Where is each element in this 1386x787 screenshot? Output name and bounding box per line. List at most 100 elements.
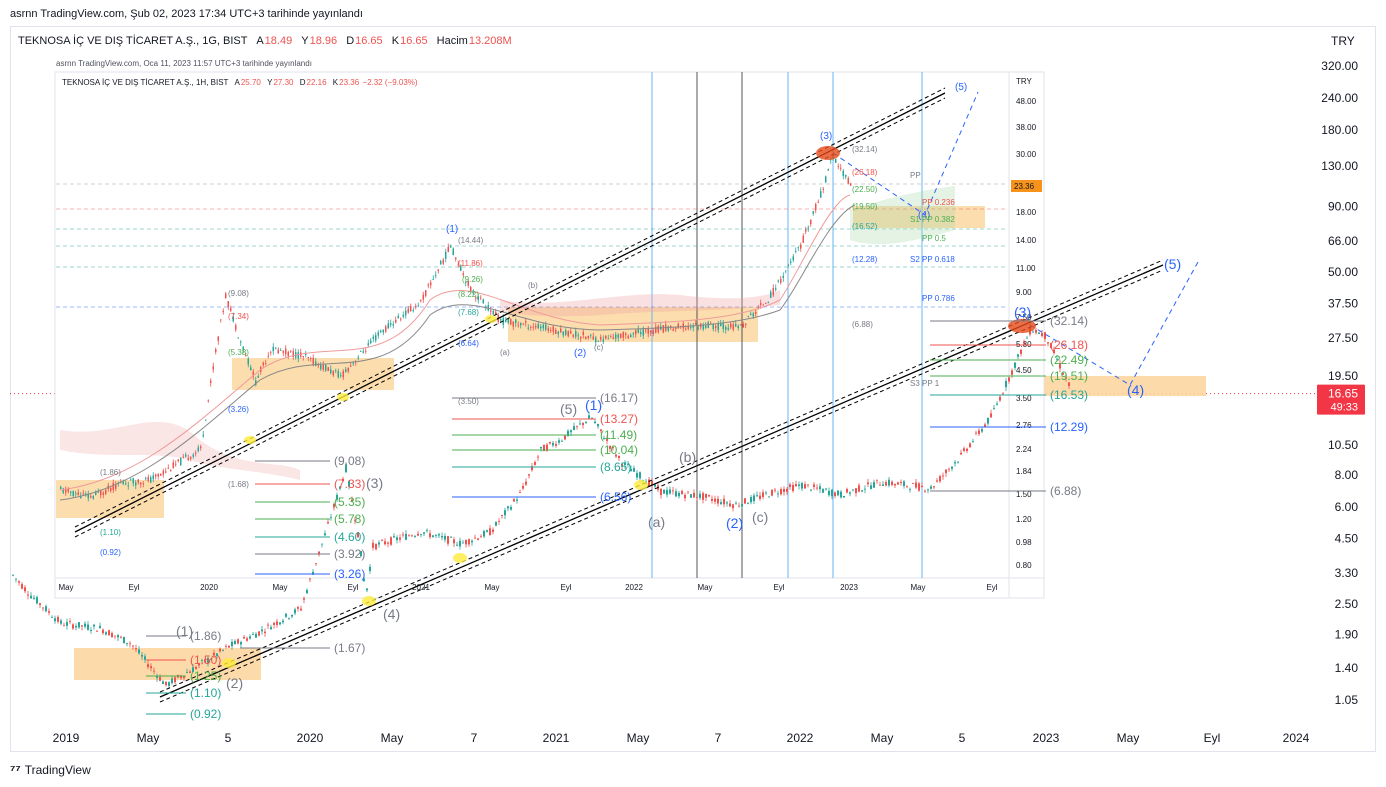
inset-time-tick: 2020: [200, 583, 218, 592]
fib-3-label: (11.49): [600, 428, 637, 442]
main-candle: [84, 623, 86, 627]
inset-candle: [760, 302, 762, 305]
main-candle: [255, 633, 257, 638]
main-candle: [288, 618, 290, 619]
inset-price-tick: 1.84: [1016, 467, 1032, 476]
main-candle: [261, 629, 263, 632]
inset-candle: [770, 291, 772, 298]
inset-candle: [365, 351, 367, 352]
inset-candle: [647, 327, 649, 334]
inset-candle: [320, 365, 322, 370]
main-candle: [789, 484, 791, 488]
main-candle: [507, 506, 509, 509]
inset-candle: [155, 474, 157, 477]
main-candle: [30, 595, 32, 599]
inset-cloud-red-2: [500, 290, 780, 317]
inset-candle: [200, 446, 202, 449]
inset-time-tick: May: [58, 583, 73, 592]
price-tick: 1.05: [1335, 693, 1359, 707]
inset-candle: [202, 434, 204, 437]
main-candle: [612, 447, 614, 448]
inset-annotation: PP: [910, 171, 921, 180]
inset-candle: [82, 493, 84, 495]
inset-candle: [345, 369, 347, 372]
inset-candle: [557, 331, 559, 335]
main-candle: [696, 497, 698, 499]
main-candle: [153, 670, 155, 672]
main-candle: [381, 539, 383, 541]
inset-annotation: (1.86): [100, 468, 121, 477]
inset-candle: [197, 447, 199, 452]
main-candle: [477, 538, 479, 540]
inset-price-tick: 2.24: [1016, 445, 1032, 454]
high-value: 18.96: [309, 35, 338, 47]
inset-price-tick: 38.00: [1016, 123, 1037, 132]
main-candle: [786, 488, 788, 492]
inset-candle: [192, 454, 194, 457]
wave-label-gray-5: (5): [560, 401, 577, 417]
price-tick: 27.50: [1328, 331, 1358, 345]
main-candle: [390, 537, 392, 545]
inset-candle: [60, 486, 62, 489]
inset-candle: [492, 310, 494, 315]
inset-candle: [72, 490, 74, 497]
inset-candle: [100, 490, 102, 496]
main-candle: [99, 625, 101, 629]
footer: ⁷⁷ TradingView: [10, 762, 91, 777]
main-candle: [102, 629, 104, 634]
main-candle: [957, 461, 959, 463]
low-value: 16.65: [355, 35, 383, 47]
inset-candle: [287, 351, 289, 357]
main-candle: [681, 490, 683, 495]
inset-candle: [465, 281, 467, 283]
main-candle: [303, 598, 305, 600]
inset-candle: [430, 282, 432, 286]
main-candle: [879, 484, 881, 486]
inset-candle: [662, 325, 664, 333]
inset-price-tick: 9.00: [1016, 288, 1032, 297]
inset-candle: [375, 335, 377, 341]
inset-candle: [622, 332, 624, 338]
inset-candle: [650, 330, 652, 333]
inset-candle: [397, 315, 399, 319]
inset-candle: [640, 331, 642, 334]
main-candle: [1044, 332, 1046, 339]
main-candle: [723, 498, 725, 505]
main-candle: [510, 507, 512, 510]
main-candle: [504, 510, 506, 516]
inset-price-tick: 3.50: [1016, 394, 1032, 403]
open-label: A: [256, 35, 264, 47]
inset-candle: [315, 361, 317, 366]
main-candle: [165, 681, 167, 686]
main-candle: [198, 663, 200, 666]
inset-candle: [187, 458, 189, 461]
inset-candle: [297, 352, 299, 359]
main-candle: [639, 472, 641, 479]
inset-candle: [767, 301, 769, 303]
inset-candle: [177, 459, 179, 462]
main-candle: [531, 466, 533, 471]
inset-candle: [210, 380, 212, 383]
main-candle: [453, 539, 455, 544]
inset-candle: [432, 279, 434, 280]
fib-1-label: (1.86): [190, 629, 221, 643]
main-candle: [744, 498, 746, 504]
inset-candle: [122, 481, 124, 484]
main-candle: [897, 482, 899, 485]
inset-candle: [357, 357, 359, 359]
main-candle: [948, 468, 950, 470]
main-candle: [942, 475, 944, 477]
main-candle: [480, 536, 482, 538]
inset-price-tick: 0.98: [1016, 538, 1032, 547]
inset-candle: [722, 323, 724, 330]
main-candle: [909, 489, 911, 491]
fib-4-label: (6.88): [1050, 484, 1081, 498]
inset-candle: [750, 313, 752, 316]
inset-candle: [92, 496, 94, 499]
inset-candle: [385, 326, 387, 332]
main-candle: [561, 440, 563, 442]
touch-highlight: [337, 393, 349, 401]
inset-candle: [510, 318, 512, 325]
wave-label-gray-b: (b): [679, 449, 696, 465]
